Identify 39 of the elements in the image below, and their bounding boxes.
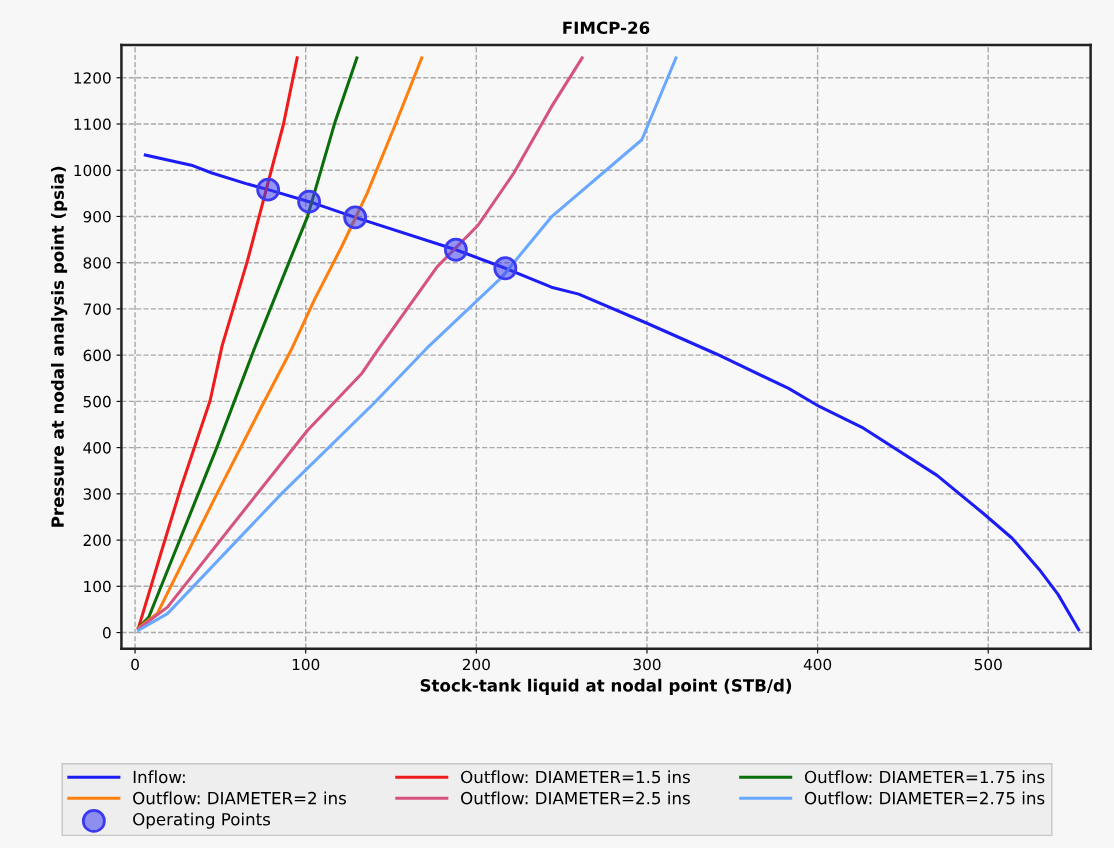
y-tick-label: 100 [84,580,111,593]
y-tick-label: 1000 [74,164,111,177]
y-tick-label: 1100 [74,118,111,131]
y-tick-label: 0 [102,627,111,639]
line-series [136,56,299,630]
line-series [143,153,1081,632]
x-tick-label: 300 [633,658,661,671]
legend-label: Outflow: DIAMETER=2 ins [133,791,346,805]
x-tick-label: 100 [292,658,320,671]
point [297,189,322,214]
legend-label: Outflow: DIAMETER=2.5 ins [461,791,690,805]
y-tick-label: 900 [83,210,111,223]
y-axis-title: Pressure at nodal analysis point (psia) [51,166,68,527]
chart-title: FIMCP-26 [563,21,650,35]
y-tick-label: 200 [83,534,111,547]
legend-label: Outflow: DIAMETER=2.75 ins [804,791,1045,805]
y-tick-label: 500 [83,395,111,408]
legend-label: Operating Points [133,812,271,829]
line-series [136,56,584,631]
y-tick-label: 600 [83,349,111,362]
y-tick-label: 400 [83,442,111,454]
y-tick-label: 1200 [74,72,111,84]
x-tick-label: 400 [803,658,832,671]
y-tick-label: 700 [83,303,111,315]
legend-label: Outflow: DIAMETER=1.75 ins [804,770,1045,784]
x-axis-title: Stock-tank liquid at nodal point (STB/d) [420,678,792,695]
point [443,237,468,262]
x-tick-label: 500 [974,658,1002,671]
y-tick-label: 300 [83,488,111,500]
legend-label: Inflow: [133,770,185,784]
x-tick-label: 200 [462,658,490,671]
legend-label: Outflow: DIAMETER=1.5 ins [461,770,690,784]
y-tick-label: 800 [83,257,111,269]
point [493,256,518,281]
x-tick-label: 0 [131,658,139,671]
point [343,205,368,230]
point [256,177,281,202]
line-series [136,56,424,630]
line-series [136,56,678,632]
